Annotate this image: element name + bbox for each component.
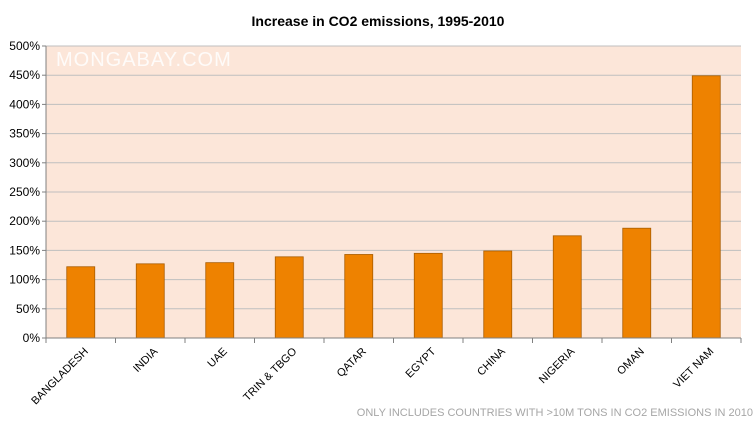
bar-bangladesh	[66, 266, 96, 339]
x-tick-label: TRIN & TBGO	[241, 345, 299, 403]
y-tick-label: 450%	[9, 68, 40, 82]
x-tick-label: EGYPT	[404, 345, 439, 380]
watermark-text: MONGABAY.COM	[56, 49, 232, 71]
bar-india	[135, 263, 165, 339]
y-tick-label: 500%	[9, 39, 40, 53]
bar-trin-tbgo	[274, 256, 304, 339]
bar-china	[483, 250, 513, 339]
x-tick-label: QATAR	[335, 346, 369, 380]
y-tick-label: 100%	[9, 273, 40, 287]
bar-nigeria	[552, 235, 582, 339]
x-tick-label: UAE	[205, 346, 229, 370]
y-tick-label: 150%	[9, 243, 40, 257]
y-tick-label: 350%	[9, 127, 40, 141]
bar-oman	[622, 227, 652, 339]
bar-uae	[205, 262, 235, 339]
x-tick-label: NIGERIA	[537, 345, 578, 386]
x-tick-label: OMAN	[615, 346, 647, 378]
y-tick-label: 250%	[9, 185, 40, 199]
y-tick-label: 400%	[9, 97, 40, 111]
x-tick-label: CHINA	[475, 345, 508, 378]
bar-qatar	[344, 254, 374, 339]
y-tick-label: 200%	[9, 214, 40, 228]
footnote: ONLY INCLUDES COUNTRIES WITH >10M TONS I…	[357, 407, 753, 419]
x-tick-label: INDIA	[131, 345, 161, 375]
y-tick-label: 300%	[9, 156, 40, 170]
bar-egypt	[413, 252, 443, 339]
bar-viet-nam	[691, 75, 721, 339]
y-tick-label: 0%	[23, 331, 41, 345]
x-tick-label: BANGLADESH	[29, 346, 91, 408]
y-tick-label: 50%	[16, 302, 40, 316]
chart-title: Increase in CO2 emissions, 1995-2010	[252, 13, 505, 29]
x-tick-label: VIET NAM	[671, 346, 716, 391]
